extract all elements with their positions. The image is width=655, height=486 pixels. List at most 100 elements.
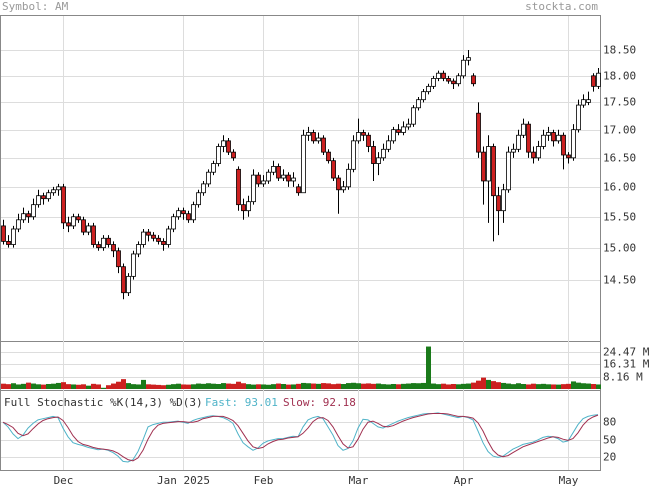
volume-bar	[101, 387, 106, 389]
candle-body	[386, 140, 391, 150]
candle-body	[36, 195, 41, 206]
volume-bar	[241, 383, 246, 389]
indicator-title: Full Stochastic %K(14,3) %D(3)	[4, 396, 203, 409]
volume-bar	[596, 384, 601, 389]
y-tick-label: 16.50	[603, 152, 636, 165]
candle-body	[216, 146, 221, 164]
volume-bar	[386, 384, 391, 389]
candle-body	[66, 222, 71, 227]
volume-bar	[466, 383, 471, 389]
volume-bar	[196, 383, 201, 389]
candle-body	[576, 104, 581, 131]
candle-body	[16, 219, 21, 230]
volume-bar	[86, 385, 91, 389]
candle-body	[526, 123, 531, 153]
volume-bar	[426, 346, 431, 389]
candle-body	[321, 137, 326, 153]
candle-body	[451, 80, 456, 85]
candle-body	[46, 192, 51, 200]
candle-body	[186, 213, 191, 221]
candle-body	[361, 132, 366, 136]
candle-body	[476, 112, 481, 153]
volume-bar	[566, 383, 571, 389]
candle-body	[96, 244, 101, 249]
candle-body	[341, 186, 346, 191]
volume-bar	[171, 384, 176, 389]
y-tick-label: 8.16 M	[603, 371, 643, 384]
volume-bar	[411, 383, 416, 389]
candle-body	[146, 231, 151, 236]
volume-bar	[491, 381, 496, 389]
legend-entry: Fast: 93.01	[205, 396, 278, 409]
candle-body	[431, 78, 436, 87]
volume-bar	[121, 379, 126, 389]
candle-body	[261, 180, 266, 185]
candle-body	[141, 231, 146, 245]
candle-body	[521, 123, 526, 136]
volume-bar	[591, 383, 596, 389]
candle-body	[401, 126, 406, 133]
volume-bar	[16, 384, 21, 389]
volume-bar	[166, 384, 171, 389]
candle-body	[481, 151, 486, 182]
volume-bar	[6, 384, 11, 389]
candle-body	[106, 237, 111, 245]
candle-body	[586, 99, 591, 103]
candle-body	[286, 174, 291, 182]
frame	[0, 15, 601, 471]
volume-bar	[146, 384, 151, 389]
y-tick-label: 16.00	[603, 181, 636, 194]
candle-body	[171, 216, 176, 230]
candle-body	[501, 189, 506, 212]
candle-body	[356, 132, 361, 142]
candle-body	[516, 134, 521, 150]
candle-body	[486, 146, 491, 182]
volume-bar	[451, 383, 456, 389]
volume-bar	[301, 382, 306, 389]
candle-body	[466, 57, 471, 61]
volume-bar	[416, 383, 421, 389]
candle-body	[41, 195, 46, 200]
x-tick-label: Apr	[454, 474, 474, 486]
y-tick-label: 18.00	[603, 70, 636, 83]
y-tick-label: 50	[603, 434, 616, 447]
x-tick-label: May	[559, 474, 579, 486]
source: stockta.com	[525, 0, 598, 13]
candle-body	[316, 137, 321, 142]
volume-bar	[341, 383, 346, 389]
volume-bar	[56, 382, 61, 389]
candle-body	[241, 204, 246, 212]
candle-body	[26, 213, 31, 218]
volume-bar	[151, 384, 156, 389]
volume-bar	[131, 384, 136, 389]
candle-body	[391, 129, 396, 142]
candle-body	[396, 129, 401, 133]
candle-body	[206, 171, 211, 185]
volume-bar	[291, 384, 296, 389]
volume-bar	[281, 383, 286, 389]
volume-bar	[391, 383, 396, 389]
volume-bar	[186, 384, 191, 389]
volume-bar	[286, 384, 291, 389]
volume-bar	[181, 384, 186, 389]
volume-bar	[531, 383, 536, 389]
volume-bar	[106, 385, 111, 389]
candle-body	[331, 160, 336, 179]
candle-body	[596, 72, 601, 87]
candle-body	[81, 219, 86, 233]
candle-body	[56, 186, 61, 191]
volume-bar	[486, 379, 491, 389]
candle-body	[371, 146, 376, 164]
volume-bar	[446, 384, 451, 389]
candle-body	[441, 72, 446, 79]
volume-bar	[421, 382, 426, 389]
candle-body	[231, 151, 236, 159]
candle-body	[266, 171, 271, 182]
volume-bar	[581, 383, 586, 389]
volume-bar	[276, 383, 281, 389]
volume-bar	[221, 383, 226, 389]
candle-body	[21, 213, 26, 221]
volume-bar	[236, 381, 241, 389]
volume-bar	[36, 384, 41, 389]
